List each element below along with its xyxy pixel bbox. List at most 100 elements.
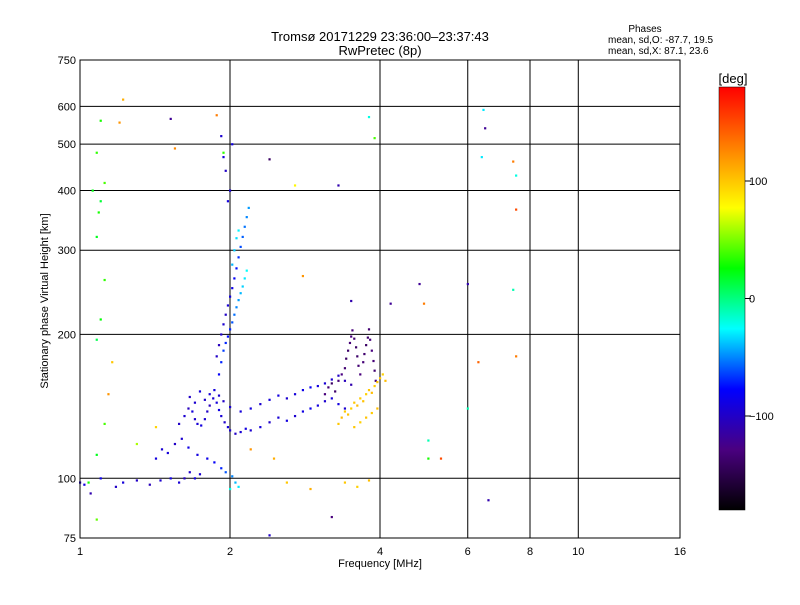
data-point	[223, 421, 226, 424]
data-point	[193, 418, 197, 421]
data-point	[249, 429, 252, 432]
data-point	[224, 341, 227, 345]
data-point	[235, 267, 238, 270]
data-point	[97, 211, 100, 214]
data-point	[196, 453, 199, 456]
data-point	[215, 355, 218, 358]
data-point	[381, 373, 384, 376]
data-point	[91, 189, 94, 192]
data-point	[154, 457, 158, 460]
data-point	[217, 408, 221, 412]
data-point	[148, 483, 151, 486]
x-tick-labels: 1 2 4 6 8 10 16	[77, 546, 686, 558]
data-point	[241, 235, 244, 239]
data-point	[272, 457, 276, 460]
data-point	[480, 156, 483, 159]
colorbar-ticks: 100 0 −100	[745, 176, 774, 423]
data-point	[222, 151, 225, 154]
data-point	[241, 285, 244, 288]
data-point	[188, 395, 191, 399]
data-point	[203, 398, 206, 401]
data-point	[229, 328, 232, 331]
data-point	[220, 414, 223, 418]
data-point	[340, 416, 343, 419]
data-point	[160, 448, 164, 451]
data-point	[237, 299, 240, 302]
data-point	[367, 115, 371, 119]
data-point	[229, 429, 232, 432]
data-point	[212, 397, 215, 400]
chart-subtitle: RwPretec (8p)	[338, 43, 421, 58]
data-point	[220, 333, 223, 336]
data-point	[362, 400, 365, 403]
y-tick-label: 400	[58, 185, 76, 197]
data-point	[198, 473, 202, 476]
data-point	[323, 400, 327, 403]
data-point	[229, 487, 232, 491]
y-tick-label: 600	[58, 101, 76, 113]
data-point	[268, 534, 271, 537]
data-point	[87, 481, 90, 484]
data-point	[301, 388, 305, 392]
data-point	[309, 487, 312, 491]
plot-frame	[79, 59, 681, 539]
data-point	[95, 338, 98, 341]
data-point	[466, 407, 469, 410]
data-point	[239, 430, 242, 434]
data-point	[249, 448, 252, 451]
data-point	[95, 518, 98, 521]
data-point	[346, 413, 350, 416]
data-point	[334, 390, 337, 393]
data-point	[114, 485, 118, 488]
y-tick-label: 200	[58, 329, 76, 341]
data-point	[200, 424, 203, 427]
data-point	[293, 414, 297, 418]
data-point	[233, 277, 236, 280]
data-point	[356, 355, 359, 358]
y-tick-label: 100	[58, 473, 76, 485]
data-point	[427, 439, 430, 442]
data-point	[103, 422, 106, 426]
data-point	[337, 403, 340, 406]
data-point	[259, 426, 262, 429]
data-point	[208, 404, 211, 407]
stats-heading: Phases	[628, 24, 661, 35]
data-point	[484, 127, 487, 130]
data-point	[95, 235, 98, 239]
data-point	[330, 397, 333, 400]
data-point	[217, 373, 221, 376]
data-point	[374, 379, 377, 382]
data-point	[367, 388, 371, 392]
data-point	[173, 442, 177, 446]
data-point	[239, 292, 242, 295]
data-point	[259, 403, 262, 406]
data-point	[222, 349, 225, 352]
data-point	[235, 237, 238, 240]
data-point	[213, 388, 216, 392]
data-point	[353, 401, 356, 404]
data-point	[217, 394, 221, 397]
data-point	[196, 422, 199, 426]
data-point	[122, 481, 125, 484]
data-point	[231, 263, 234, 266]
data-point	[327, 386, 330, 389]
data-point	[268, 158, 271, 161]
data-point	[373, 384, 376, 388]
data-point	[226, 200, 230, 203]
data-point	[343, 407, 347, 410]
stats-x-line: mean, sd,X: 87.1, 23.6	[608, 46, 709, 57]
data-point	[229, 295, 232, 298]
data-point	[224, 313, 227, 316]
data-point	[193, 477, 197, 480]
colorbar-label: [deg]	[719, 71, 748, 86]
data-point	[301, 274, 305, 278]
data-point	[359, 421, 362, 424]
data-point	[99, 200, 102, 203]
data-points	[79, 98, 518, 537]
data-point	[249, 407, 252, 410]
data-point	[365, 344, 368, 347]
data-point	[359, 373, 362, 376]
x-tick-label: 6	[465, 546, 471, 558]
data-point	[231, 287, 234, 290]
